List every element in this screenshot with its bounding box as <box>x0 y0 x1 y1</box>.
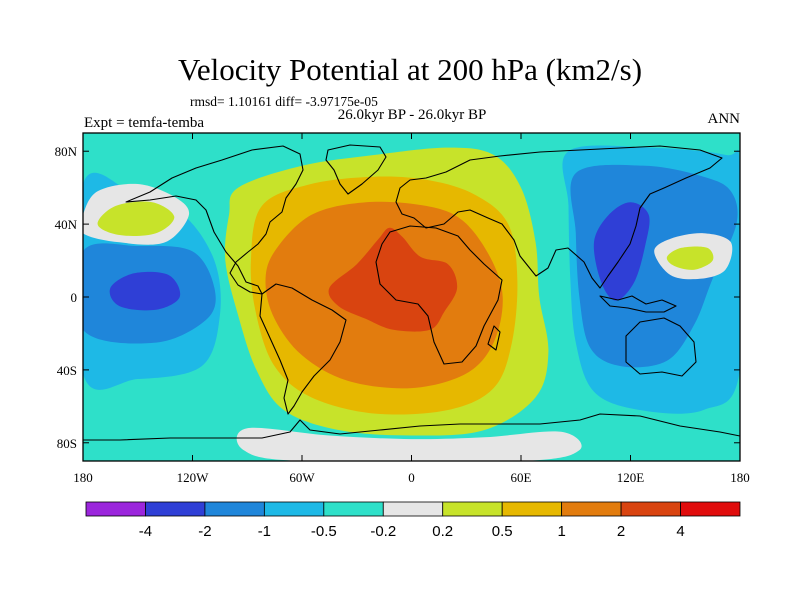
x-tick-label: 120W <box>177 470 210 485</box>
colorbar-label: 1 <box>557 523 565 540</box>
x-axis: 180 120W 60W 0 60E 120E 180 <box>73 133 750 485</box>
colorbar-label: 4 <box>676 523 684 540</box>
coastlines <box>83 144 740 441</box>
y-tick-label: 40S <box>57 363 77 378</box>
australia-coast <box>625 317 697 377</box>
africa-coast <box>375 225 503 365</box>
colorbar-label: -1 <box>258 523 271 540</box>
x-tick-label: 180 <box>73 470 93 485</box>
contour-south-polar-neutral-level <box>236 427 582 461</box>
colorbar-swatch <box>501 501 563 517</box>
colorbar-swatch <box>382 501 444 517</box>
contour-east-pacific-low-level <box>109 271 181 311</box>
colorbar-swatch <box>323 501 384 517</box>
greenland-coast <box>325 144 387 195</box>
center-label: 26.0kyr BP - 26.0kyr BP <box>338 107 487 123</box>
right-label: ANN <box>708 111 741 127</box>
contour-west-pacific-high-level <box>666 246 714 270</box>
colorbar-label: 0.5 <box>492 523 513 540</box>
x-tick-label: 120E <box>617 470 645 485</box>
chart-title: Velocity Potential at 200 hPa (km2/s) <box>178 52 642 87</box>
colorbar-swatch <box>263 501 325 517</box>
x-tick-label: 60W <box>289 470 315 485</box>
map-area <box>82 132 741 462</box>
colorbar-label: -0.2 <box>370 523 396 540</box>
left-label: Expt = temfa-temba <box>84 115 204 131</box>
south-america-coast <box>259 283 347 415</box>
x-tick-label: 0 <box>408 470 415 485</box>
contour-atlantic-africa-high-level <box>328 227 458 332</box>
colorbar-swatch <box>620 501 681 517</box>
y-axis: 80N 40N 0 40S 80S <box>55 144 740 451</box>
colorbar-label: -0.5 <box>311 523 337 540</box>
colorbar-swatch <box>145 501 206 517</box>
y-tick-label: 80S <box>57 436 77 451</box>
eurasia-coast <box>395 145 723 289</box>
maritime-continent-coast <box>599 295 677 313</box>
north-america-coast <box>125 145 304 295</box>
stats-label: rmsd= 1.10161 diff= -3.97175e-05 <box>190 94 378 109</box>
antarctica-coast <box>83 413 740 441</box>
colorbar-swatch <box>561 501 622 517</box>
y-tick-label: 40N <box>55 217 78 232</box>
colorbar-label: -2 <box>198 523 211 540</box>
y-tick-label: 80N <box>55 144 78 159</box>
contour-fields <box>83 133 740 461</box>
colorbar-swatch <box>680 501 741 517</box>
contour-north-pacific-high-level <box>97 201 175 236</box>
colorbar-label: -4 <box>139 523 152 540</box>
colorbar-label: 2 <box>617 523 625 540</box>
colorbar-swatch <box>442 501 503 517</box>
colorbar-swatch <box>85 501 146 517</box>
colorbar-swatch <box>204 501 265 517</box>
x-tick-label: 60E <box>511 470 532 485</box>
y-tick-label: 0 <box>71 290 78 305</box>
colorbar-label: 0.2 <box>432 523 453 540</box>
colorbar: -4 -2 -1 -0.5 -0.2 0.2 0.5 1 2 4 <box>85 501 741 540</box>
x-tick-label: 180 <box>730 470 750 485</box>
madagascar-coast <box>487 325 501 351</box>
